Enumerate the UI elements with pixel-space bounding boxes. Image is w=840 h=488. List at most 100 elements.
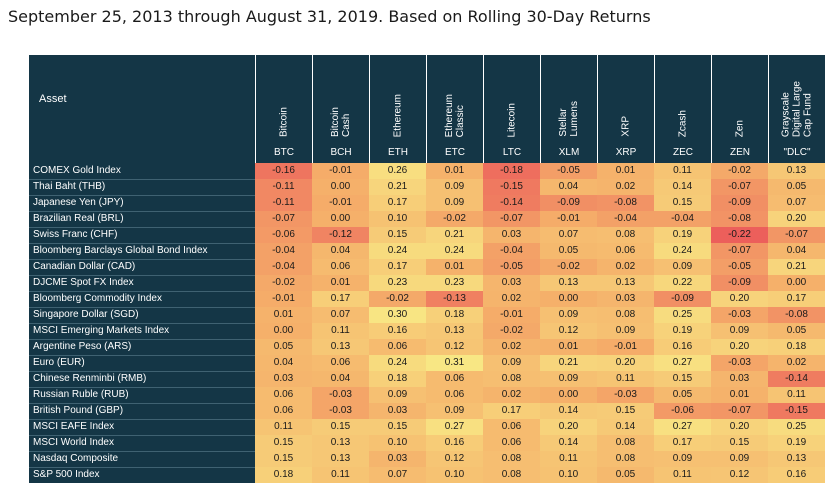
- table-row: Canadian Dollar (CAD) -0.04 0.06 0.17 0.01 -0…: [29, 259, 825, 275]
- column-name: Grayscale Digital Large Cap Fund: [780, 80, 814, 137]
- heatmap-cell: 0.00: [540, 387, 597, 403]
- column-code: BCH: [330, 147, 352, 158]
- heatmap-cell: 0.03: [369, 451, 426, 467]
- heatmap-cell: 0.21: [540, 355, 597, 371]
- row-label: Canadian Dollar (CAD): [29, 259, 255, 275]
- heatmap-cell: 0.06: [426, 371, 483, 387]
- column-code: ZEN: [730, 147, 750, 158]
- heatmap-cell: -0.07: [255, 211, 312, 227]
- row-label: MSCI EAFE Index: [29, 419, 255, 435]
- heatmap-cell: 0.09: [711, 451, 768, 467]
- heatmap-cell: 0.06: [483, 435, 540, 451]
- heatmap-cell: -0.02: [540, 259, 597, 275]
- heatmap-cell: -0.08: [711, 211, 768, 227]
- heatmap-cell: 0.06: [426, 387, 483, 403]
- heatmap-cell: 0.14: [597, 419, 654, 435]
- heatmap-cell: 0.10: [540, 467, 597, 483]
- heatmap-cell: 0.11: [312, 467, 369, 483]
- heatmap-cell: 0.19: [768, 435, 825, 451]
- column-header-xlm: Stellar Lumens XLM: [540, 55, 597, 163]
- heatmap-cell: 0.09: [540, 371, 597, 387]
- heatmap-cell: 0.13: [768, 163, 825, 179]
- heatmap-cell: 0.11: [312, 323, 369, 339]
- heatmap-cell: 0.09: [597, 323, 654, 339]
- table-row: Japanese Yen (JPY) -0.11 -0.01 0.17 0.09 -0.1…: [29, 195, 825, 211]
- heatmap-cell: -0.01: [597, 339, 654, 355]
- heatmap-cell: 0.14: [540, 403, 597, 419]
- heatmap-cell: -0.14: [768, 371, 825, 387]
- row-label: MSCI Emerging Markets Index: [29, 323, 255, 339]
- heatmap-cell: 0.07: [369, 467, 426, 483]
- heatmap-cell: 0.06: [255, 387, 312, 403]
- heatmap-cell: 0.20: [711, 339, 768, 355]
- heatmap-cell: 0.18: [426, 307, 483, 323]
- row-label: Bloomberg Barclays Global Bond Index: [29, 243, 255, 259]
- heatmap-cell: 0.01: [312, 275, 369, 291]
- heatmap-cell: 0.09: [426, 195, 483, 211]
- heatmap-cell: 0.09: [483, 355, 540, 371]
- column-name: Litecoin: [506, 102, 518, 137]
- heatmap-cell: -0.05: [540, 163, 597, 179]
- row-label: Nasdaq Composite: [29, 451, 255, 467]
- heatmap-cell: 0.17: [369, 195, 426, 211]
- row-label: Thai Baht (THB): [29, 179, 255, 195]
- heatmap-cell: 0.03: [483, 275, 540, 291]
- row-separator: [29, 467, 255, 468]
- table-row: MSCI World Index 0.15 0.13 0.10 0.16 0.06 0.14…: [29, 435, 825, 451]
- heatmap-cell: -0.03: [711, 355, 768, 371]
- row-label: Chinese Renminbi (RMB): [29, 371, 255, 387]
- heatmap-cell: 0.17: [483, 403, 540, 419]
- heatmap-cell: 0.03: [483, 227, 540, 243]
- column-code: BTC: [274, 147, 294, 158]
- table-row: Singapore Dollar (SGD) 0.01 0.07 0.30 0.18 -0…: [29, 307, 825, 323]
- heatmap-cell: 0.09: [654, 259, 711, 275]
- column-header-bch: Bitcoin Cash BCH: [312, 55, 369, 163]
- row-separator: [29, 227, 255, 228]
- row-label: S&P 500 Index: [29, 467, 255, 483]
- row-label: COMEX Gold Index: [29, 163, 255, 179]
- row-label: Japanese Yen (JPY): [29, 195, 255, 211]
- column-code: XLM: [558, 147, 580, 158]
- table-row: Argentine Peso (ARS) 0.05 0.13 0.06 0.12 0.02…: [29, 339, 825, 355]
- heatmap-cell: -0.15: [768, 403, 825, 419]
- heatmap-cell: -0.03: [711, 307, 768, 323]
- heatmap-cell: -0.01: [255, 291, 312, 307]
- heatmap-cell: -0.18: [483, 163, 540, 179]
- table-row: Swiss Franc (CHF) -0.06 -0.12 0.15 0.21 0.03 0…: [29, 227, 825, 243]
- heatmap-cell: 0.02: [483, 291, 540, 307]
- heatmap-cell: 0.08: [597, 451, 654, 467]
- heatmap-cell: 0.08: [597, 435, 654, 451]
- column-name: Zcash: [677, 109, 689, 137]
- heatmap-cell: -0.07: [711, 179, 768, 195]
- heatmap-cell: 0.02: [483, 339, 540, 355]
- column-header-zen: Zen ZEN: [711, 55, 768, 163]
- column-name: Ethereum: [392, 93, 404, 137]
- row-separator: [29, 259, 255, 260]
- heatmap-cell: 0.09: [426, 403, 483, 419]
- heatmap-cell: -0.07: [711, 243, 768, 259]
- heatmap-cell: 0.00: [768, 275, 825, 291]
- row-label: Euro (EUR): [29, 355, 255, 371]
- column-header-etc: Ethereum Classic ETC: [426, 55, 483, 163]
- column-name: Stellar Lumens: [558, 101, 580, 137]
- row-label: Swiss Franc (CHF): [29, 227, 255, 243]
- column-name: Bitcoin: [278, 106, 290, 137]
- heatmap-cell: 0.08: [483, 451, 540, 467]
- heatmap-cell: -0.03: [597, 387, 654, 403]
- heatmap-cell: -0.09: [711, 275, 768, 291]
- heatmap-cell: -0.03: [312, 387, 369, 403]
- heatmap-cell: 0.18: [255, 467, 312, 483]
- heatmap-cell: 0.11: [597, 371, 654, 387]
- heatmap-cell: -0.05: [483, 259, 540, 275]
- column-name: Zen: [734, 119, 746, 137]
- heatmap-cell: 0.09: [540, 307, 597, 323]
- heatmap-cell: 0.04: [540, 179, 597, 195]
- heatmap-cell: 0.16: [426, 435, 483, 451]
- table-row: S&P 500 Index 0.18 0.11 0.07 0.10 0.08 0.10 0.0…: [29, 467, 825, 483]
- heatmap-cell: 0.23: [369, 275, 426, 291]
- heatmap-cell: 0.24: [654, 243, 711, 259]
- row-label: British Pound (GBP): [29, 403, 255, 419]
- heatmap-cell: 0.15: [711, 435, 768, 451]
- heatmap-cell: 0.04: [768, 243, 825, 259]
- heatmap-cell: 0.16: [369, 323, 426, 339]
